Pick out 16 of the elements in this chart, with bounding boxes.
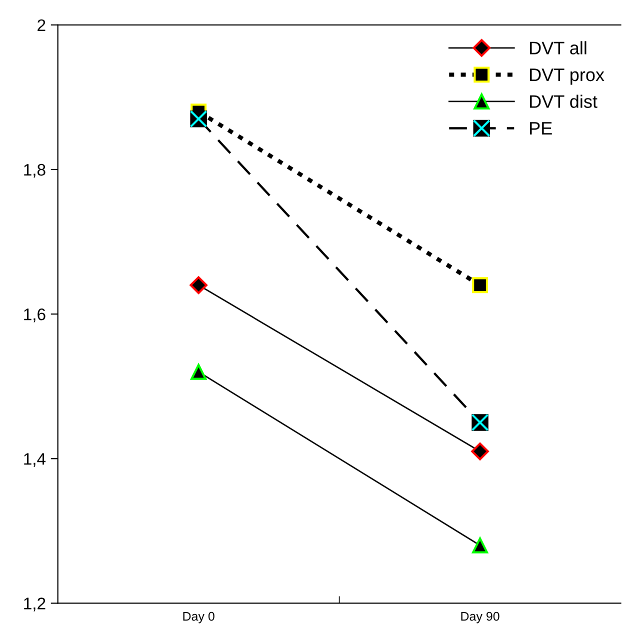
- x-tick-label: Day 90: [461, 612, 500, 624]
- y-tick-label: 1,2: [24, 598, 46, 612]
- x-tick-label: Day 0: [183, 612, 214, 624]
- y-tick-label: 1,6: [24, 308, 46, 322]
- point: [472, 277, 488, 294]
- point: [471, 442, 489, 460]
- y-tick-label: 2: [38, 19, 46, 31]
- legend-label: DVT all: [530, 41, 586, 54]
- point: [472, 537, 488, 554]
- y-tick-label: 1,8: [24, 164, 46, 178]
- point: [190, 276, 208, 294]
- legend-label: DVT dist: [530, 94, 598, 108]
- point: [190, 364, 207, 380]
- legend-label: DVT prox: [530, 68, 604, 85]
- legend-label: PE: [530, 122, 552, 135]
- y-tick-label: 1,4: [24, 453, 46, 467]
